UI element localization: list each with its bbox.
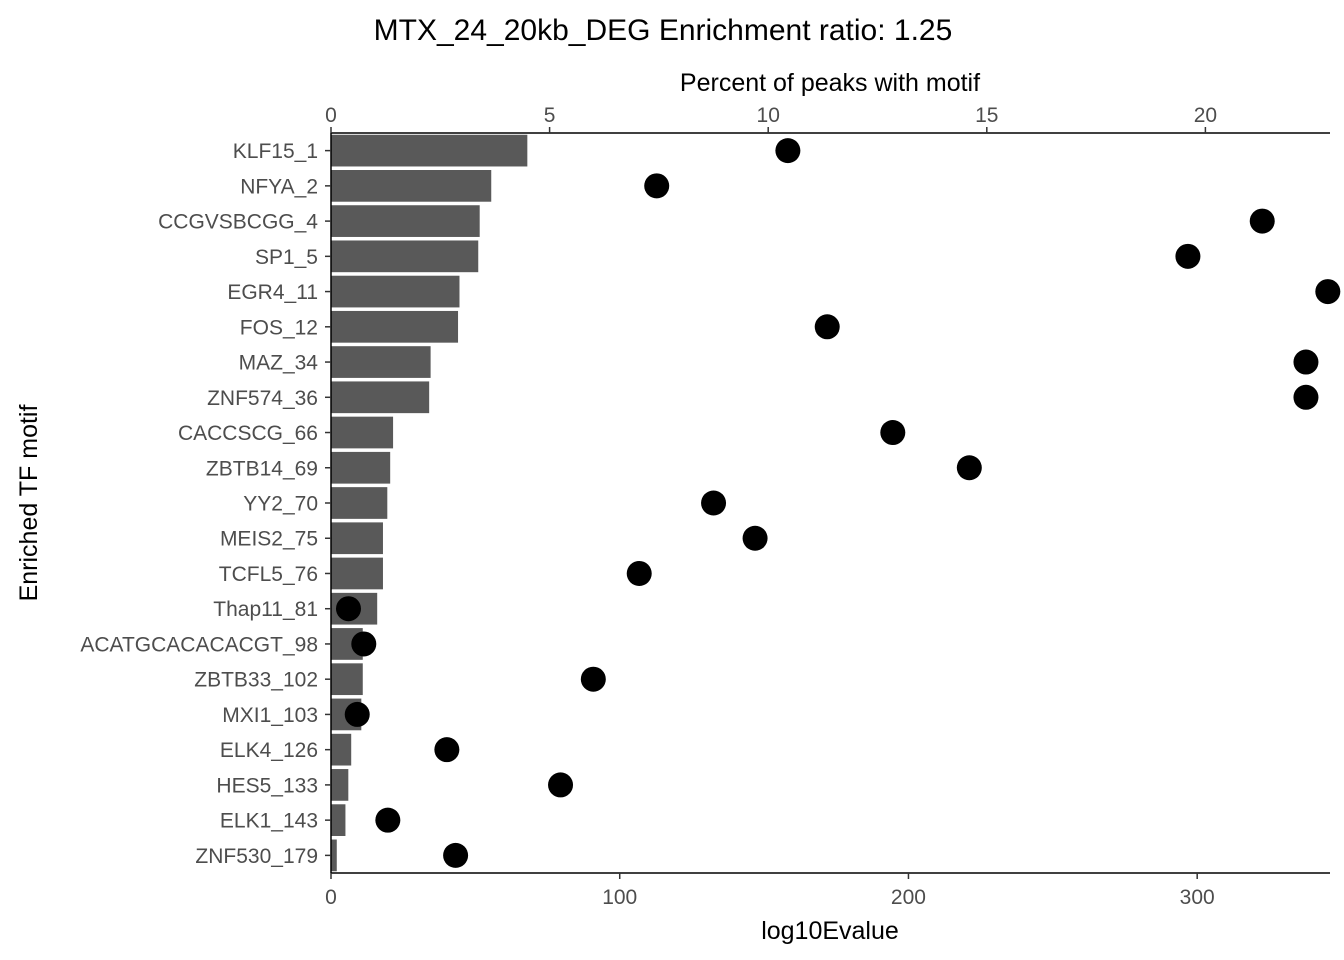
y-tick-label: MXI1_103 [222,704,318,727]
point-ELK4_126 [434,737,460,763]
point-EGR4_11 [1315,279,1341,305]
point-MAZ_34 [1293,349,1319,375]
y-tick-label: YY2_70 [243,493,318,516]
point-ACATGCACACACGT_98 [351,631,377,657]
bar-ZNF574_36 [331,381,430,414]
bottom-x-tick-label: 200 [891,886,926,909]
y-tick-label: ACATGCACACACGT_98 [80,633,318,656]
bar-ZBTB33_102 [331,663,363,696]
bar-FOS_12 [331,310,459,343]
y-tick-label: ZBTB14_69 [206,457,318,480]
point-ELK1_143 [375,807,401,833]
point-NFYA_2 [644,173,670,199]
bar-HES5_133 [331,769,349,801]
y-tick-label: KLF15_1 [233,140,318,163]
y-tick-label: MAZ_34 [239,352,319,375]
point-MXI1_103 [344,701,370,727]
axes-layer: KLF15_1 NFYA_2 CCGVSBCGG_4 SP1_5 EGR4_11 FOS_… [80,104,1330,909]
y-tick-label: CCGVSBCGG_4 [158,211,318,234]
point-Thap11_81 [335,596,361,622]
bottom-axis-title: log10Evalue [761,917,899,945]
y-tick-label: ZNF574_36 [207,387,318,410]
points-layer [335,138,1341,868]
bar-CACCSCG_66 [331,416,394,449]
bar-NFYA_2 [331,170,492,202]
bars-layer [331,134,528,872]
y-tick-label: ELK1_143 [220,810,318,833]
y-tick-label: FOS_12 [240,316,318,339]
point-CACCSCG_66 [880,420,906,446]
top-x-tick-label: 0 [325,104,337,127]
bar-MEIS2_75 [331,522,383,555]
bar-ELK4_126 [331,733,352,766]
y-tick-label: MEIS2_75 [220,528,318,551]
point-SP1_5 [1175,243,1201,269]
point-CCGVSBCGG_4 [1249,208,1275,234]
bar-EGR4_11 [331,275,460,308]
y-tick-label: SP1_5 [255,246,318,269]
y-tick-label: HES5_133 [216,774,318,797]
point-ZNF574_36 [1293,384,1319,410]
point-MEIS2_75 [742,525,768,551]
top-axis-title: Percent of peaks with motif [680,69,980,97]
bottom-x-tick-label: 100 [602,886,637,909]
top-x-tick-label: 15 [975,104,998,127]
y-tick-label: ZNF530_179 [195,845,318,868]
bar-ZNF530_179 [331,839,337,872]
point-ZNF530_179 [443,842,469,868]
bar-CCGVSBCGG_4 [331,205,480,237]
bottom-x-tick-label: 300 [1180,886,1215,909]
y-tick-label: ELK4_126 [220,739,318,762]
point-FOS_12 [814,314,840,340]
bottom-x-tick-label: 0 [325,886,337,909]
y-axis-title: Enriched TF motif [15,405,43,602]
y-tick-label: CACCSCG_66 [178,422,318,445]
bar-TCFL5_76 [331,557,383,590]
y-tick-label: TCFL5_76 [219,563,318,586]
point-TCFL5_76 [626,560,652,586]
point-YY2_70 [701,490,727,516]
y-tick-label: Thap11_81 [213,598,318,621]
y-tick-label: EGR4_11 [227,281,318,304]
y-tick-label: NFYA_2 [240,175,318,198]
bar-MAZ_34 [331,346,431,378]
point-KLF15_1 [775,138,801,164]
bar-ELK1_143 [331,804,346,836]
bar-KLF15_1 [331,134,528,167]
chart-title: MTX_24_20kb_DEG Enrichment ratio: 1.25 [374,14,953,47]
bar-YY2_70 [331,487,388,519]
y-tick-label: ZBTB33_102 [194,669,318,692]
top-x-tick-label: 20 [1194,104,1217,127]
top-x-tick-label: 10 [757,104,780,127]
point-ZBTB14_69 [956,455,982,481]
point-HES5_133 [548,772,574,798]
bar-SP1_5 [331,240,479,273]
top-x-tick-label: 5 [544,104,556,127]
point-ZBTB33_102 [580,666,606,692]
bar-ZBTB14_69 [331,451,391,484]
